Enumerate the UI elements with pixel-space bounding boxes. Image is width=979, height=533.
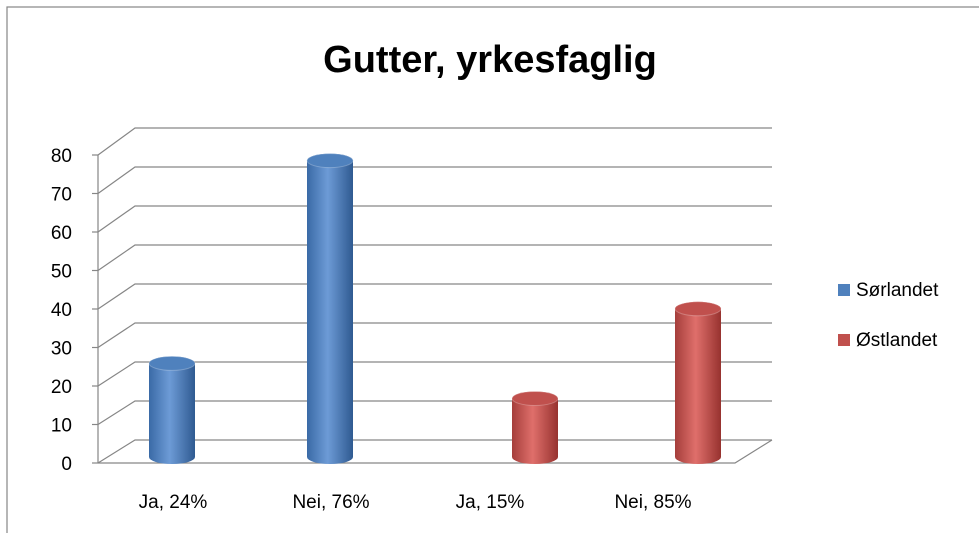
bar-top: [511, 391, 559, 406]
legend-swatch: [838, 334, 850, 346]
y-tick-label: 10: [51, 416, 72, 437]
bar-top: [674, 301, 722, 317]
x-tick-label: Ja, 24%: [139, 492, 208, 513]
grid-line: [97, 205, 772, 233]
y-tick-label: 60: [51, 223, 72, 244]
grid-line: [97, 439, 772, 464]
bar: [307, 153, 353, 464]
y-tick-label: 30: [51, 339, 72, 360]
bar: [512, 391, 558, 464]
x-tick-label: Nei, 85%: [614, 492, 691, 513]
chart-title: Gutter, yrkesfaglig: [323, 39, 657, 81]
y-tick-label: 70: [51, 185, 72, 206]
x-tick-label: Nei, 76%: [292, 492, 369, 513]
y-tick-label: 50: [51, 262, 72, 283]
grid-line: [97, 400, 772, 426]
bar-top: [306, 153, 354, 169]
x-tick-label: Ja, 15%: [456, 492, 525, 513]
grid-line: [97, 283, 772, 310]
legend-swatch: [838, 284, 850, 296]
grid-line: [97, 361, 772, 387]
bar: [675, 301, 721, 464]
bar-top: [148, 355, 196, 371]
floor: [98, 439, 773, 464]
y-tick-label: 20: [51, 377, 72, 398]
y-tick-label: 80: [51, 146, 72, 167]
grid-line: [97, 127, 772, 156]
legend-label: Sørlandet: [856, 280, 939, 301]
grid-line: [97, 244, 772, 271]
y-tick-label: 40: [51, 300, 72, 321]
grid-line: [97, 322, 772, 349]
grid-line: [97, 166, 772, 194]
chart-frame: [6, 6, 979, 533]
bar: [149, 356, 195, 464]
legend-label: Østlandet: [856, 330, 938, 351]
y-tick-label: 0: [61, 454, 72, 475]
